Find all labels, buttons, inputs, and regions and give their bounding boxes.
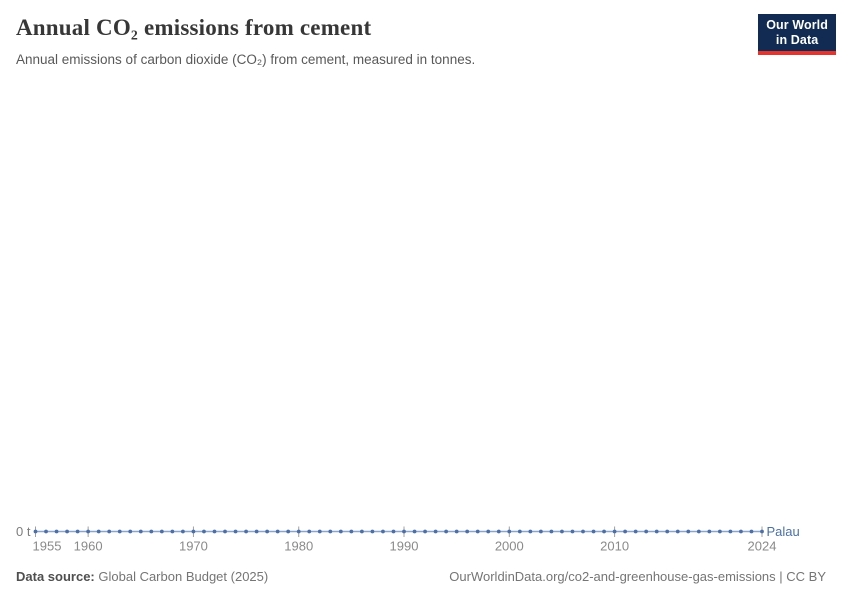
data-point-marker[interactable] [570,529,575,534]
data-point-marker[interactable] [760,529,764,534]
data-point-marker[interactable] [191,529,196,534]
line-chart-plot-area[interactable]: 1955 1960 1970 1980 1990 2000 2010 2024 0 t Palau [0,498,850,562]
data-point-marker[interactable] [686,529,691,534]
data-source: Data source: Global Carbon Budget (2025) [16,569,268,584]
data-point-marker[interactable] [675,529,680,534]
data-point-marker[interactable] [275,529,280,534]
data-point-marker[interactable] [507,529,512,534]
data-point-marker[interactable] [370,529,375,534]
data-point-marker[interactable] [475,529,480,534]
footer-citation: OurWorldinData.org/co2-and-greenhouse-ga… [449,569,826,584]
data-point-marker[interactable] [402,529,406,534]
data-point-marker[interactable] [739,529,743,534]
data-point-marker[interactable] [591,529,596,534]
data-point-marker[interactable] [159,529,164,534]
data-point-marker[interactable] [465,529,470,534]
data-point-marker[interactable] [654,529,659,534]
x-axis-tick-label: 1955 [33,539,62,554]
owid-logo-line1: Our World [766,18,828,32]
data-point-marker[interactable] [149,529,154,534]
data-point-marker[interactable] [117,529,122,534]
data-point-marker[interactable] [749,529,754,534]
data-point-marker[interactable] [296,529,301,534]
data-point-marker[interactable] [412,529,417,534]
chart-subtitle: Annual emissions of carbon dioxide (CO₂)… [16,52,476,67]
data-point-marker[interactable] [444,529,449,534]
data-point-marker[interactable] [423,529,427,534]
data-point-marker[interactable] [96,529,101,534]
data-point-marker[interactable] [623,529,628,534]
data-point-marker[interactable] [612,529,617,534]
y-axis-tick-label: 0 t [16,524,31,539]
data-point-marker[interactable] [433,529,438,534]
data-point-marker[interactable] [328,529,333,534]
data-point-marker[interactable] [391,529,396,534]
data-point-marker[interactable] [517,529,522,534]
x-axis-tick-label: 2000 [495,539,524,554]
data-point-marker[interactable] [223,529,227,534]
data-point-marker[interactable] [307,529,312,534]
data-point-marker[interactable] [138,529,143,534]
owid-logo-line2: in Data [775,33,819,47]
data-point-marker[interactable] [338,529,343,534]
data-point-marker[interactable] [633,529,638,534]
data-source-value: Global Carbon Budget (2025) [98,569,269,584]
data-point-marker[interactable] [317,529,322,534]
x-axis-tick-label: 2024 [748,539,777,554]
data-point-marker[interactable] [107,529,112,534]
data-point-marker[interactable] [381,529,385,534]
data-point-marker[interactable] [254,529,259,534]
data-point-marker[interactable] [170,529,175,534]
data-point-marker[interactable] [538,529,543,534]
data-point-marker[interactable] [717,529,722,534]
data-point-marker[interactable] [244,529,248,534]
x-axis-tick-label: 1960 [74,539,103,554]
chart-svg: 1955 1960 1970 1980 1990 2000 2010 2024 0 t Palau [16,524,800,554]
data-point-marker[interactable] [696,529,701,534]
x-axis-tick-label: 2010 [600,539,629,554]
data-point-marker[interactable] [86,529,91,534]
data-point-marker[interactable] [54,529,59,534]
x-axis-tick-label: 1980 [284,539,313,554]
x-axis-tick-label: 1970 [179,539,208,554]
data-point-marker[interactable] [496,529,501,534]
chart-footer: Data source: Global Carbon Budget (2025)… [16,569,826,584]
data-point-marker[interactable] [581,529,585,534]
data-point-marker[interactable] [359,529,364,534]
data-point-marker[interactable] [707,529,712,534]
data-point-marker[interactable] [233,529,238,534]
data-point-marker[interactable] [560,529,564,534]
data-point-marker[interactable] [212,529,217,534]
data-point-marker[interactable] [75,529,80,534]
data-point-marker[interactable] [128,529,133,534]
data-point-marker[interactable] [528,529,533,534]
data-point-marker[interactable] [549,529,554,534]
data-point-marker[interactable] [65,529,69,534]
data-point-marker[interactable] [33,529,38,534]
data-point-marker[interactable] [728,529,733,534]
series-entity-label[interactable]: Palau [767,524,800,539]
data-point-marker[interactable] [602,529,606,534]
data-point-marker[interactable] [202,529,206,534]
data-point-marker[interactable] [644,529,649,534]
data-point-marker[interactable] [265,529,270,534]
data-point-marker[interactable] [454,529,459,534]
data-point-marker[interactable] [181,529,185,534]
x-axis-tick-label: 1990 [390,539,419,554]
data-point-marker[interactable] [665,529,670,534]
page-title: Annual CO₂ emissions from cement [16,15,372,40]
data-point-marker[interactable] [349,529,354,534]
data-point-marker[interactable] [486,529,491,534]
owid-logo[interactable]: Our World in Data [758,14,836,55]
data-point-marker[interactable] [44,529,48,534]
data-point-marker[interactable] [286,529,291,534]
data-source-label: Data source: [16,569,95,584]
